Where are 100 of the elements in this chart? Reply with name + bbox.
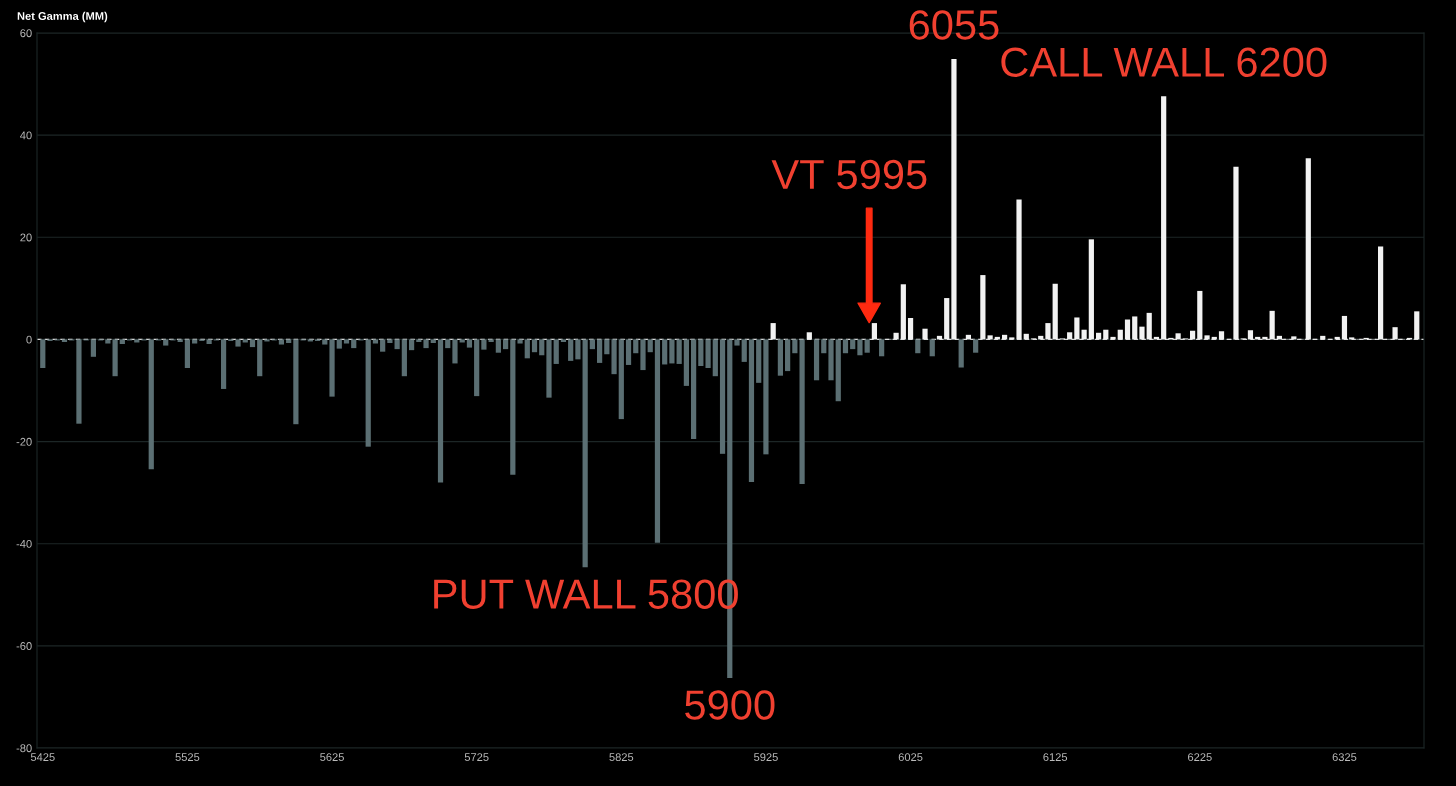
bar bbox=[683, 339, 689, 386]
bar bbox=[1218, 331, 1225, 340]
bar bbox=[676, 339, 682, 364]
bar bbox=[546, 339, 552, 398]
bar bbox=[459, 339, 465, 343]
bar bbox=[495, 339, 501, 353]
bar bbox=[871, 323, 878, 340]
bar bbox=[278, 339, 285, 345]
bar bbox=[1247, 330, 1254, 340]
bar bbox=[112, 339, 118, 377]
y-tick-label: -60 bbox=[16, 642, 32, 650]
bar bbox=[430, 339, 436, 343]
annotation: 5900 bbox=[685, 690, 775, 720]
bar bbox=[1341, 315, 1348, 340]
bar bbox=[119, 339, 125, 345]
bar bbox=[1045, 323, 1051, 340]
bar bbox=[343, 339, 350, 344]
bar bbox=[184, 339, 191, 369]
bar bbox=[879, 339, 885, 357]
bar bbox=[307, 339, 313, 342]
annotation: PUT WALL 5800 bbox=[434, 579, 738, 609]
bar bbox=[1291, 336, 1297, 340]
bar bbox=[503, 339, 509, 350]
bar bbox=[568, 339, 574, 361]
x-tick-label: 5725 bbox=[464, 753, 489, 762]
bar bbox=[1074, 317, 1080, 340]
bar bbox=[857, 339, 863, 356]
bar bbox=[980, 275, 986, 340]
x-tick-label: 6125 bbox=[1043, 753, 1068, 762]
bar bbox=[987, 335, 993, 340]
bar bbox=[206, 339, 212, 345]
bar bbox=[351, 339, 357, 349]
bar bbox=[1175, 333, 1181, 340]
bar bbox=[336, 339, 342, 349]
bar bbox=[958, 339, 964, 368]
bar bbox=[553, 339, 559, 364]
bar bbox=[770, 323, 776, 340]
bar bbox=[1124, 319, 1131, 340]
y-tick-label: -20 bbox=[16, 437, 32, 446]
bar bbox=[408, 339, 415, 351]
bar bbox=[777, 339, 783, 376]
bar bbox=[1414, 311, 1420, 340]
bar bbox=[900, 284, 906, 340]
bar bbox=[394, 339, 400, 350]
bar bbox=[929, 339, 935, 357]
bar bbox=[756, 339, 762, 383]
bar bbox=[249, 339, 256, 348]
bar bbox=[192, 339, 198, 344]
x-tick-label: 6325 bbox=[1332, 753, 1357, 762]
bar bbox=[1262, 336, 1268, 340]
x-tick-label: 5425 bbox=[30, 753, 55, 762]
bar bbox=[466, 339, 473, 348]
chart-title: Net Gamma (MM) bbox=[17, 11, 108, 23]
bar bbox=[893, 332, 899, 340]
bar bbox=[691, 339, 697, 440]
bar bbox=[1009, 337, 1015, 340]
bar bbox=[835, 339, 841, 402]
annotation: 6055 bbox=[909, 10, 999, 40]
bar bbox=[625, 339, 632, 365]
bar bbox=[235, 339, 241, 347]
bar bbox=[322, 339, 328, 345]
bar bbox=[1016, 199, 1022, 340]
y-tick-label: 40 bbox=[20, 131, 32, 140]
bar bbox=[792, 339, 798, 354]
bar bbox=[597, 339, 603, 363]
bar bbox=[741, 339, 747, 362]
bar bbox=[734, 339, 740, 346]
x-tick-label: 6025 bbox=[898, 753, 923, 762]
bar bbox=[510, 339, 516, 475]
bar bbox=[40, 339, 46, 369]
annotation: CALL WALL 6200 bbox=[1001, 47, 1327, 77]
bar bbox=[1305, 158, 1311, 340]
bar bbox=[365, 339, 371, 447]
bar bbox=[61, 339, 68, 342]
bar bbox=[647, 339, 653, 353]
bar bbox=[220, 339, 227, 389]
bar bbox=[813, 339, 820, 381]
bar bbox=[575, 339, 581, 360]
bar bbox=[1052, 283, 1058, 340]
bar bbox=[560, 339, 567, 342]
bar bbox=[1139, 326, 1145, 340]
bar bbox=[437, 339, 444, 483]
bar bbox=[531, 339, 538, 353]
bar bbox=[698, 339, 704, 366]
bar bbox=[1161, 96, 1167, 340]
y-tick-label: -40 bbox=[16, 539, 32, 548]
bar bbox=[582, 339, 588, 568]
x-tick-label: 5825 bbox=[609, 753, 634, 762]
bar bbox=[951, 59, 957, 340]
x-tick-label: 6225 bbox=[1188, 753, 1212, 762]
bar bbox=[864, 339, 870, 353]
bar bbox=[524, 339, 530, 359]
bar bbox=[264, 339, 270, 342]
bar bbox=[1204, 335, 1210, 340]
bar bbox=[286, 339, 292, 343]
bar bbox=[669, 339, 675, 364]
bar bbox=[423, 339, 429, 349]
bar bbox=[915, 339, 921, 354]
bar bbox=[589, 339, 595, 350]
bar bbox=[163, 339, 169, 346]
